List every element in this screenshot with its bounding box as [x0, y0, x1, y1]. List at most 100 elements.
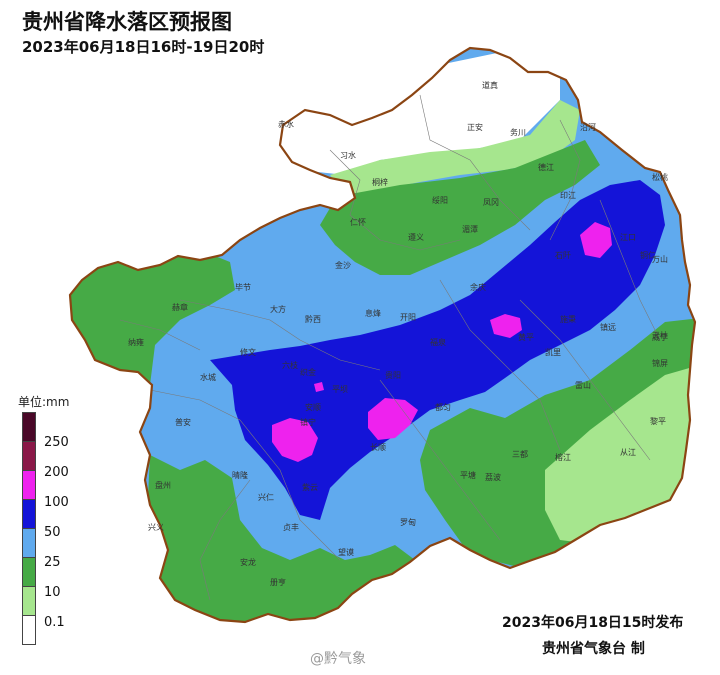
city-label: 铜仁: [640, 250, 656, 260]
legend-label-0-1: 0.1: [44, 615, 65, 630]
city-label: 凤冈: [483, 198, 499, 207]
city-label: 正安: [467, 122, 483, 132]
county-boundaries: [119, 94, 661, 601]
city-label: 长顺: [370, 442, 386, 452]
weibo-watermark: @黔气象: [310, 651, 366, 667]
city-label: 息烽: [365, 308, 381, 318]
city-label: 沿河: [580, 122, 596, 132]
city-label: 江口: [620, 233, 636, 242]
zone-100mm-anshun-area: [368, 398, 418, 440]
city-label: 赫章: [172, 302, 188, 312]
city-label: 福泉: [430, 337, 446, 347]
legend-label-250: 250: [44, 435, 69, 450]
city-label: 湄潭: [462, 225, 478, 234]
legend-label-50: 50: [44, 525, 61, 540]
city-label: 兴义: [148, 523, 164, 532]
zone-100mm-weining-area: [272, 418, 318, 462]
city-label: 德江: [538, 162, 554, 172]
legend-label-10: 10: [44, 585, 61, 600]
city-label: 都匀: [435, 402, 451, 412]
city-label: 金沙: [335, 260, 351, 270]
legend-swatch-200: [22, 441, 36, 471]
city-label: 织金: [300, 367, 316, 377]
city-label: 榕江: [555, 452, 571, 462]
city-label: 习水: [340, 150, 356, 160]
city-label: 威宁: [652, 332, 668, 342]
issue-time: 2023年06月18日15时发布: [502, 615, 684, 631]
city-label: 罗甸: [400, 517, 416, 527]
zone-100mm-small-spot: [314, 382, 324, 392]
city-label: 水城: [200, 372, 216, 382]
legend-label-25: 25: [44, 555, 61, 570]
city-label: 荔波: [485, 472, 501, 482]
city-label: 黔西: [305, 314, 321, 324]
city-label: 望谟: [338, 547, 354, 557]
city-label: 六枝: [282, 360, 298, 370]
zone-0-1mm-light-north: [330, 100, 580, 195]
city-label: 平塘: [460, 470, 476, 480]
zone-0-1mm-north: [270, 48, 560, 175]
city-label: 松桃: [652, 172, 668, 182]
city-label: 兴仁: [258, 492, 274, 502]
zone-10mm-north: [320, 140, 600, 275]
city-label: 万山: [652, 254, 668, 264]
city-label: 务川: [510, 127, 526, 137]
map-title: 贵州省降水落区预报图: [22, 10, 232, 34]
city-label: 绥阳: [432, 195, 448, 205]
city-label: 普安: [175, 417, 191, 427]
zone-100mm-jiangkou-area: [580, 222, 612, 258]
city-label: 安顺: [305, 402, 321, 412]
city-label: 开阳: [400, 313, 416, 322]
city-label: 道真: [482, 80, 498, 90]
city-label: 镇远: [600, 322, 616, 332]
map-subtitle: 2023年06月18日16时-19日20时: [22, 38, 265, 56]
legend-label-200: 200: [44, 465, 69, 480]
city-label: 修文: [240, 347, 256, 357]
city-label: 天柱: [652, 330, 668, 340]
city-label: 黄平: [518, 332, 534, 342]
city-label: 大方: [270, 304, 286, 314]
legend-color-bar: [22, 412, 36, 645]
city-label: 贞丰: [283, 522, 299, 532]
legend-title: 单位:mm: [18, 395, 70, 409]
city-label: 黎平: [650, 416, 666, 426]
city-label: 册亨: [270, 577, 286, 587]
city-label: 雷山: [575, 380, 591, 390]
city-label: 紫云: [302, 483, 318, 492]
city-label: 三都: [512, 450, 528, 459]
city-label: 赤水: [278, 119, 294, 129]
city-label: 安龙: [240, 557, 256, 567]
city-label: 贵阳: [385, 370, 401, 380]
city-label: 印江: [560, 191, 576, 200]
city-label: 纳雍: [128, 337, 144, 347]
legend-swatch-100: [22, 470, 36, 500]
zone-100mm-kaili-area: [490, 314, 522, 338]
legend-swatch-10: [22, 557, 36, 587]
city-label: 施秉: [560, 314, 576, 324]
legend-swatch-250: [22, 412, 36, 442]
issuing-agency: 贵州省气象台 制: [542, 641, 645, 657]
city-label: 余庆: [470, 282, 486, 292]
city-label: 仁怀: [350, 217, 366, 227]
city-label: 晴隆: [232, 470, 248, 480]
zone-50mm: [210, 180, 665, 520]
city-label: 凯里: [545, 347, 561, 357]
legend-swatch-50: [22, 499, 36, 529]
city-label: 桐梓: [372, 177, 388, 187]
city-label: 镇宁: [300, 417, 316, 427]
zone-0-1mm-light-southeast: [545, 365, 695, 545]
city-label: 毕节: [235, 282, 251, 292]
legend-swatch-none: [22, 615, 36, 645]
city-label: 锦屏: [652, 358, 668, 368]
legend-swatch-25: [22, 528, 36, 558]
legend-swatch-0-1: [22, 586, 36, 616]
legend-label-100: 100: [44, 495, 69, 510]
city-label: 从江: [620, 448, 636, 457]
city-label: 遵义: [408, 232, 424, 242]
city-label: 石阡: [555, 251, 571, 260]
city-label: 平坝: [332, 385, 348, 394]
zone-10mm-southwest: [145, 455, 415, 622]
city-label: 盘州: [155, 480, 171, 490]
